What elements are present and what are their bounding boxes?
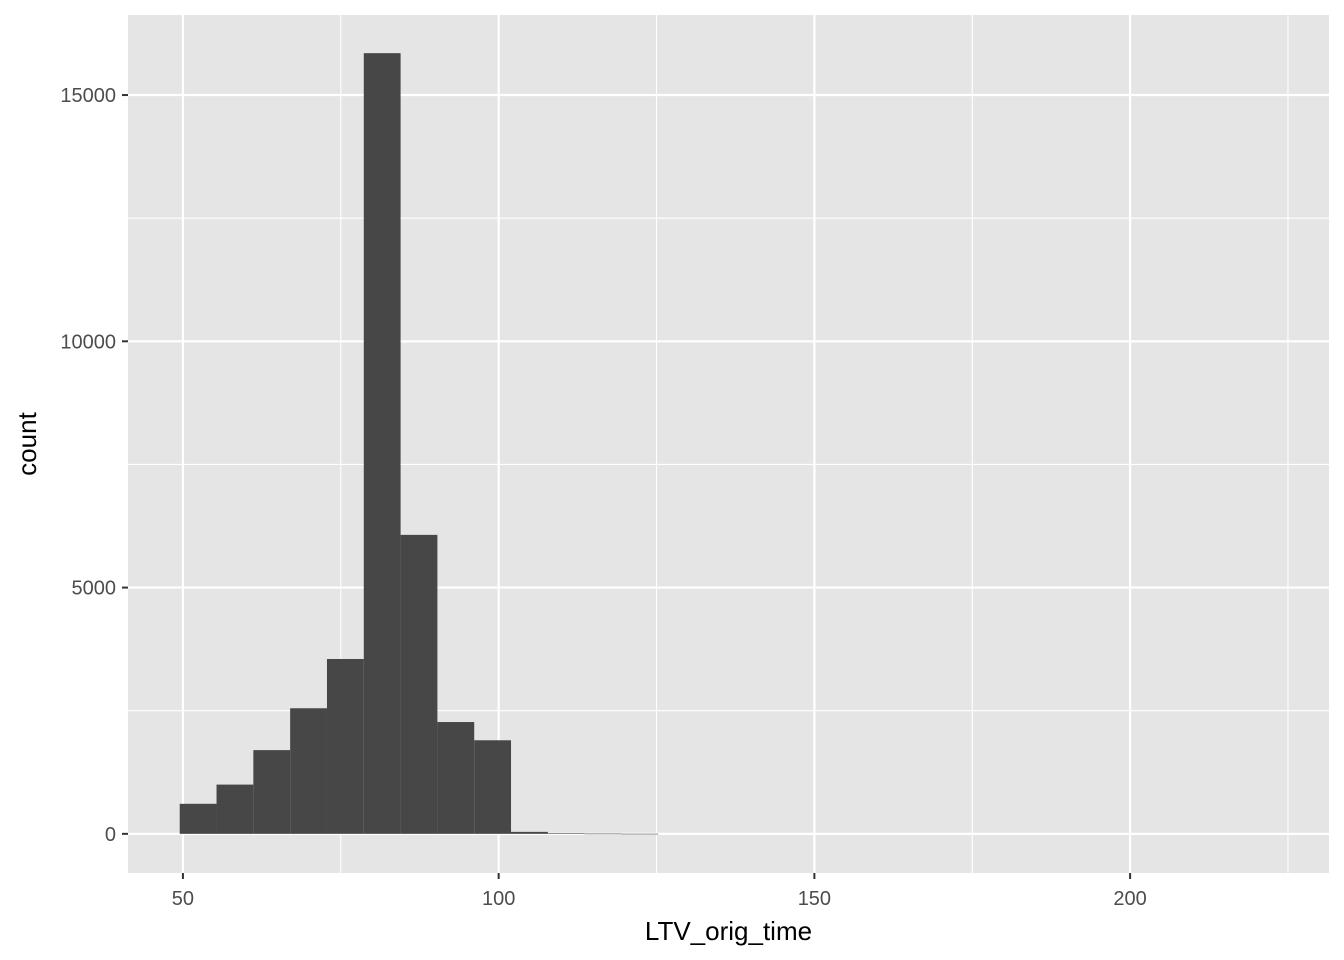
histogram-bar [474,740,512,834]
histogram-bar [179,803,217,834]
histogram-bar [400,534,438,834]
x-tick-label: 50 [172,888,194,910]
histogram-bar [584,833,622,835]
y-tick-label: 15000 [60,85,116,107]
x-axis-title: LTV_orig_time [645,916,812,946]
y-axis-title: count [12,411,42,475]
x-tick-label: 100 [482,888,515,910]
histogram-bar [621,833,659,835]
y-tick-label: 5000 [72,578,117,600]
histogram-bar [437,722,475,834]
histogram-bar [547,833,585,834]
histogram-bar [290,708,327,834]
histogram-bar [363,53,401,834]
x-tick-label: 150 [798,888,831,910]
histogram-bar [326,658,364,834]
y-tick-label: 10000 [60,331,116,353]
histogram-bar [511,831,548,834]
major-gridlines [128,15,1329,873]
x-axis: 50 100 150 200 [172,873,1147,910]
x-tick-label: 200 [1113,888,1146,910]
histogram-bar [216,784,254,834]
histogram-bar [253,750,291,834]
y-tick-label: 0 [105,824,116,846]
histogram-bars [179,53,659,835]
y-axis: 0 5000 10000 15000 [60,85,128,846]
minor-gridlines [128,15,1329,873]
